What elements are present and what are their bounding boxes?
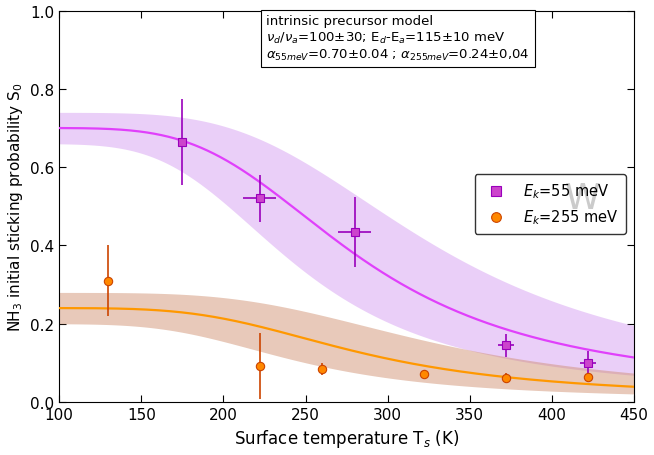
X-axis label: Surface temperature T$_s$ (K): Surface temperature T$_s$ (K) bbox=[234, 428, 459, 450]
Y-axis label: NH$_3$ initial sticking probability S$_0$: NH$_3$ initial sticking probability S$_0… bbox=[5, 82, 25, 331]
Text: W: W bbox=[564, 182, 600, 216]
Legend: $E_k$=55 meV, $E_k$=255 meV: $E_k$=55 meV, $E_k$=255 meV bbox=[475, 175, 626, 234]
Text: intrinsic precursor model
$\nu_d/\nu_a$=100±30; E$_d$-E$_a$=115±10 meV
$\alpha_{: intrinsic precursor model $\nu_d/\nu_a$=… bbox=[266, 15, 530, 63]
